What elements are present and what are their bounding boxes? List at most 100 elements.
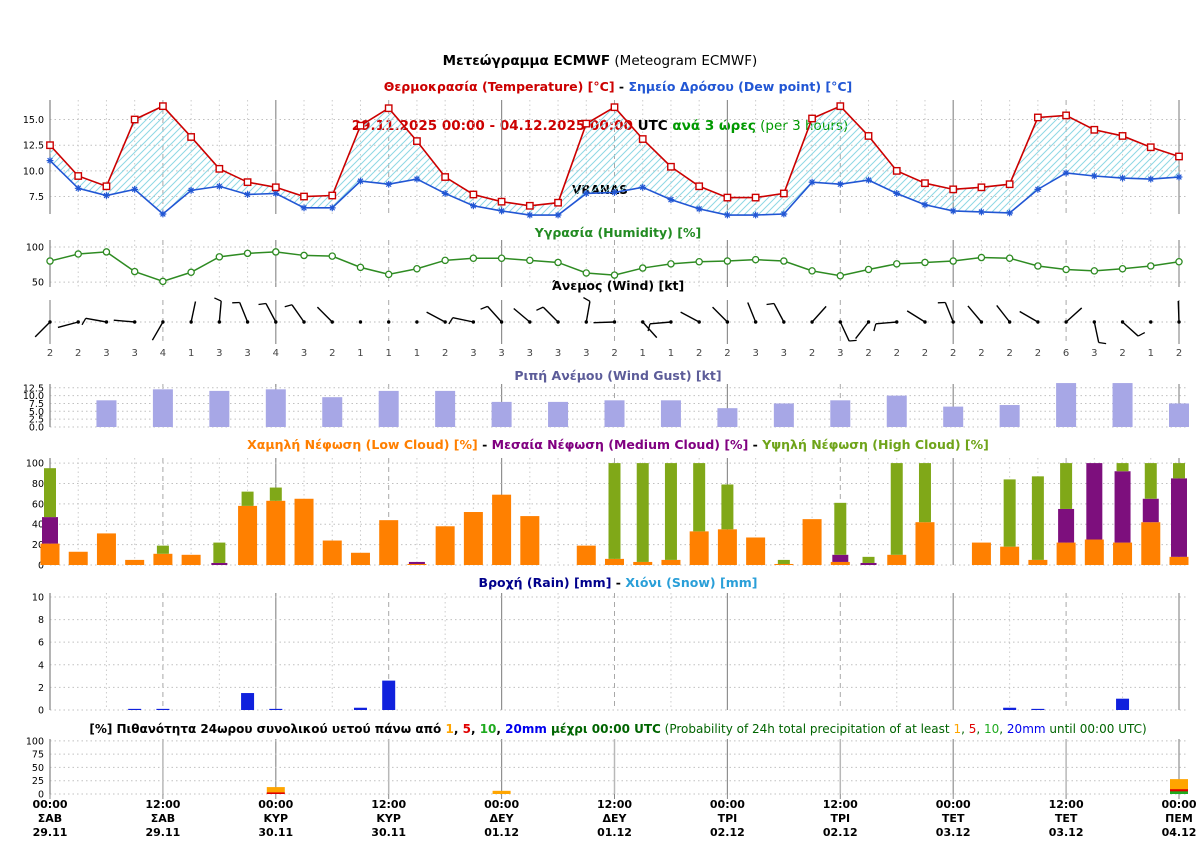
- wind-gust-bar: [322, 397, 343, 427]
- y-tick-label: 100: [26, 243, 44, 254]
- humidity-marker: [921, 258, 929, 267]
- low-cloud-bar: [661, 559, 681, 565]
- temperature-marker: [921, 179, 929, 188]
- dew-point-marker: [215, 182, 223, 190]
- x-tick-date: 03.12: [936, 826, 971, 839]
- temperature-marker: [667, 162, 675, 171]
- y-tick-label: 50: [32, 763, 44, 774]
- wind-speed-value: 2: [1119, 348, 1125, 359]
- wind-gust-bar: [265, 389, 286, 427]
- probability-bar-1mm: [492, 790, 511, 794]
- wind-speed-value: 2: [950, 348, 956, 359]
- wind-speed-value: 3: [498, 348, 504, 359]
- panel-title: [%] Πιθανότητα 24ωρου συνολικού υετού πά…: [89, 722, 1146, 736]
- dew-point-marker: [328, 204, 336, 212]
- low-cloud-bar: [266, 500, 286, 565]
- humidity-marker: [1147, 262, 1155, 270]
- wind-barb-flick: [480, 305, 488, 310]
- dew-point-marker: [724, 211, 731, 219]
- low-cloud-bar: [1056, 542, 1076, 565]
- wind-barb-shaft: [680, 311, 700, 323]
- humidity-marker: [1175, 257, 1183, 266]
- interval-greek: ανά 3 ώρες: [672, 118, 756, 135]
- wind-gust-bar: [604, 400, 625, 427]
- high-cloud-bar: [156, 545, 169, 554]
- wind-barb-dot: [358, 320, 363, 324]
- wind-barb-shaft: [513, 307, 531, 323]
- humidity-marker: [215, 253, 224, 261]
- wind-speed-value: 3: [244, 348, 250, 359]
- humidity-marker: [130, 267, 139, 276]
- wind-barb-flick: [583, 297, 591, 302]
- low-cloud-bar: [463, 512, 483, 565]
- high-cloud-bar: [608, 463, 621, 559]
- dew-point-marker: [695, 205, 703, 213]
- rain-bar: [269, 708, 283, 710]
- low-cloud-bar: [605, 558, 624, 565]
- wind-barb-flick: [849, 339, 857, 342]
- wind-gust-bar: [660, 400, 681, 427]
- wind-speed-value: 3: [583, 348, 589, 359]
- probability-bar-5mm: [266, 792, 285, 794]
- y-tick-label: 10: [32, 592, 44, 603]
- wind-barb-shaft: [747, 302, 757, 323]
- wind-barb-flick: [647, 323, 651, 332]
- wind-barb-shaft: [839, 321, 850, 342]
- dew-point-marker: [865, 176, 872, 184]
- wind-speed-value: 1: [414, 348, 420, 359]
- wind-speed-value: 6: [1063, 348, 1069, 359]
- x-tick-time: 12:00: [1049, 798, 1084, 811]
- humidity-marker: [328, 252, 336, 260]
- humidity-marker: [1062, 265, 1070, 274]
- temperature-marker: [300, 192, 308, 201]
- humidity-marker: [1118, 265, 1127, 273]
- humidity-marker: [864, 265, 873, 274]
- y-tick-label: 4: [38, 660, 44, 671]
- wind-speed-value: 3: [752, 348, 758, 359]
- dew-point-marker: [441, 190, 449, 197]
- wind-barb-shaft: [1019, 310, 1039, 323]
- rain-bar: [382, 680, 396, 710]
- dew-point-marker: [300, 204, 308, 212]
- wind-barb-shaft: [316, 306, 333, 323]
- panel-title: Ριπή Ανέμου (Wind Gust) [kt]: [514, 368, 721, 383]
- wind-barb-shaft: [113, 319, 135, 323]
- high-cloud-bar: [664, 463, 677, 560]
- x-tick-time: 00:00: [936, 798, 971, 811]
- probability-bar-10mm: [1170, 791, 1188, 794]
- high-cloud-bar: [269, 487, 282, 501]
- wind-speed-value: 2: [1035, 348, 1041, 359]
- temperature-marker: [328, 191, 337, 200]
- medium-cloud-bar: [1142, 498, 1159, 523]
- high-cloud-bar: [777, 559, 790, 564]
- dew-point-marker: [526, 211, 534, 219]
- dew-point-marker: [1119, 174, 1126, 182]
- low-cloud-bar: [1028, 559, 1048, 565]
- y-tick-label: 7.5: [29, 192, 44, 203]
- x-tick-time: 00:00: [710, 798, 745, 811]
- dew-point-marker: [1090, 172, 1098, 180]
- humidity-marker: [469, 254, 478, 262]
- low-cloud-bar: [1169, 556, 1189, 565]
- dew-point-marker: [74, 184, 82, 192]
- low-cloud-bar: [96, 533, 116, 565]
- dew-point-marker: [611, 189, 618, 196]
- humidity-marker: [751, 255, 760, 264]
- wind-barb-shaft: [218, 301, 222, 323]
- low-cloud-bar: [717, 529, 737, 565]
- wind-barb-flick: [214, 297, 222, 302]
- y-tick-label: 6: [38, 638, 44, 649]
- wind-speed-value: 3: [781, 348, 787, 359]
- wind-barb-shaft: [773, 303, 785, 323]
- temperature-marker: [413, 137, 421, 145]
- y-tick-label: 8: [38, 615, 44, 626]
- high-cloud-bar: [918, 463, 931, 523]
- high-cloud-bar: [890, 463, 903, 555]
- medium-cloud-bar: [860, 562, 877, 565]
- dew-point-marker: [413, 175, 421, 183]
- dew-point-marker: [159, 210, 167, 218]
- wind-speed-value: 2: [47, 348, 53, 359]
- wind-barb-shaft: [967, 305, 982, 323]
- x-tick-day: ΣΑΒ: [151, 812, 175, 825]
- dew-point-marker: [639, 183, 647, 191]
